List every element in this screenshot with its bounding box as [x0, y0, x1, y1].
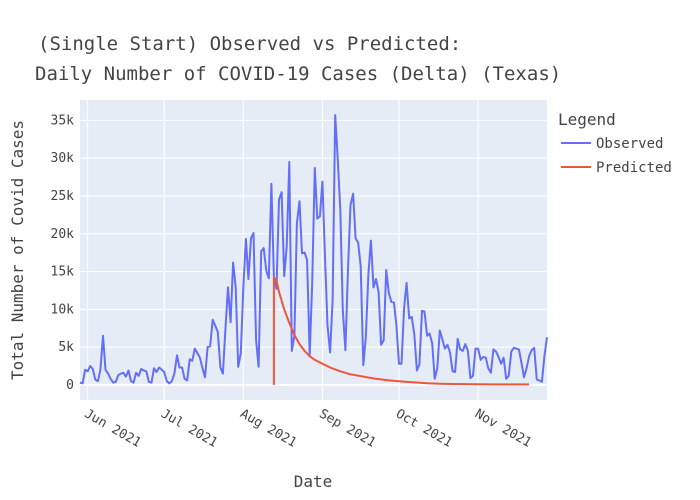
y-tick-label: 0	[66, 378, 74, 393]
y-tick-label: 10k	[51, 302, 75, 317]
y-tick-label: 25k	[51, 189, 75, 204]
series-layer	[79, 114, 548, 386]
y-tick-label: 30k	[51, 151, 75, 166]
series-line-observed	[79, 114, 548, 385]
series-line-predicted	[272, 276, 530, 386]
y-axis-ticks: 0 5k 10k 15k 20k 25k 30k 35k	[51, 113, 75, 392]
y-axis-title: Total Number of Covid Cases	[8, 120, 27, 380]
legend-label-observed: Observed	[596, 136, 663, 152]
legend[interactable]: Legend Observed Predicted	[558, 110, 672, 176]
chart-title-line-2: Daily Number of COVID-19 Cases (Delta) (…	[35, 63, 561, 85]
y-tick-label: 5k	[58, 340, 74, 355]
grid-lines	[80, 100, 547, 400]
legend-label-predicted: Predicted	[596, 160, 672, 176]
chart-title-line-1: (Single Start) Observed vs Predicted:	[38, 33, 461, 55]
x-axis-title: Date	[294, 472, 333, 491]
y-tick-label: 15k	[51, 265, 75, 280]
legend-title: Legend	[558, 110, 616, 129]
y-tick-label: 20k	[51, 227, 75, 242]
y-tick-label: 35k	[51, 113, 75, 128]
